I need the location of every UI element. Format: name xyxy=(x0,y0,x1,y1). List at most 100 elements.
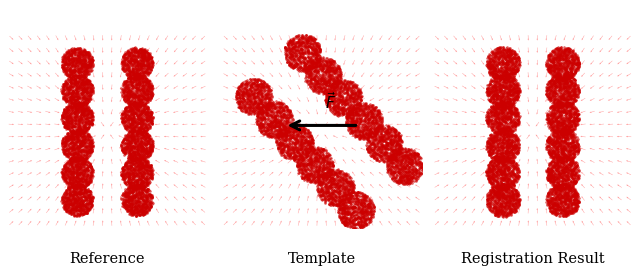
Point xyxy=(498,110,508,114)
Point xyxy=(506,150,516,154)
Point xyxy=(126,49,136,53)
Point xyxy=(137,148,147,152)
Point xyxy=(316,58,326,63)
Point xyxy=(343,181,353,185)
Point xyxy=(86,121,97,125)
Point xyxy=(79,112,90,117)
Point xyxy=(496,185,506,189)
Point xyxy=(298,158,308,162)
Point xyxy=(335,107,346,111)
Point xyxy=(326,89,337,94)
Point xyxy=(570,165,580,169)
Point xyxy=(333,89,344,93)
Point xyxy=(491,190,501,194)
Point xyxy=(333,73,343,77)
Point xyxy=(323,181,333,185)
Point xyxy=(483,116,493,121)
Point xyxy=(283,42,293,47)
Point xyxy=(504,75,514,80)
Point xyxy=(565,71,575,76)
Point xyxy=(124,183,134,188)
Point xyxy=(399,165,410,169)
Point xyxy=(404,154,415,158)
Point xyxy=(500,203,511,207)
Point xyxy=(330,88,340,92)
Point xyxy=(548,99,559,104)
Point xyxy=(294,126,305,130)
Point xyxy=(326,60,336,64)
Point xyxy=(308,163,318,167)
Point xyxy=(344,197,355,201)
Point xyxy=(60,112,70,116)
Point xyxy=(119,151,129,155)
Point xyxy=(117,173,127,178)
Point xyxy=(72,156,83,161)
Point xyxy=(129,193,139,197)
Point xyxy=(552,83,562,87)
Point xyxy=(123,144,133,149)
Point xyxy=(139,104,149,109)
Point xyxy=(492,171,502,175)
Point xyxy=(118,193,128,198)
Point xyxy=(365,209,376,213)
Point xyxy=(284,48,294,52)
Point xyxy=(552,69,562,73)
Point xyxy=(76,185,86,189)
Point xyxy=(116,113,127,117)
Point xyxy=(486,175,496,179)
Point xyxy=(394,134,404,138)
Point xyxy=(359,215,369,220)
Point xyxy=(77,107,88,111)
Point xyxy=(131,85,141,89)
Point xyxy=(562,172,572,177)
Point xyxy=(570,99,580,103)
Point xyxy=(500,114,511,118)
Point xyxy=(318,157,328,161)
Point xyxy=(488,111,499,115)
Point xyxy=(321,96,332,100)
Point xyxy=(358,212,368,217)
Point xyxy=(486,120,496,124)
Point xyxy=(511,201,521,205)
Point xyxy=(568,82,579,87)
Point xyxy=(351,217,361,221)
Point xyxy=(344,183,354,188)
Point xyxy=(506,142,516,146)
Point xyxy=(76,155,86,159)
Point xyxy=(572,205,582,209)
Point xyxy=(124,116,134,120)
Point xyxy=(73,191,83,196)
Point xyxy=(515,86,525,91)
Point xyxy=(119,91,129,95)
Point xyxy=(136,200,147,204)
Point xyxy=(278,147,288,152)
Point xyxy=(566,78,577,83)
Point xyxy=(380,143,390,147)
Point xyxy=(136,185,146,189)
Point xyxy=(303,147,313,151)
Point xyxy=(394,150,404,154)
Point xyxy=(273,135,284,140)
Point xyxy=(552,75,562,79)
Point xyxy=(136,155,147,159)
Point xyxy=(118,54,129,58)
Point xyxy=(348,213,358,217)
Point xyxy=(129,57,140,61)
Point xyxy=(141,92,152,96)
Point xyxy=(77,107,87,112)
Point xyxy=(315,84,325,88)
Point xyxy=(312,78,323,82)
Point xyxy=(138,130,148,135)
Point xyxy=(87,199,97,203)
Point xyxy=(300,48,310,52)
Point xyxy=(244,105,254,109)
Point xyxy=(238,92,248,96)
Point xyxy=(337,108,348,112)
Point xyxy=(308,83,319,87)
Point xyxy=(553,203,563,207)
Point xyxy=(323,202,333,206)
Point xyxy=(349,118,359,122)
Point xyxy=(298,34,308,38)
Point xyxy=(364,145,374,150)
Point xyxy=(308,61,319,65)
